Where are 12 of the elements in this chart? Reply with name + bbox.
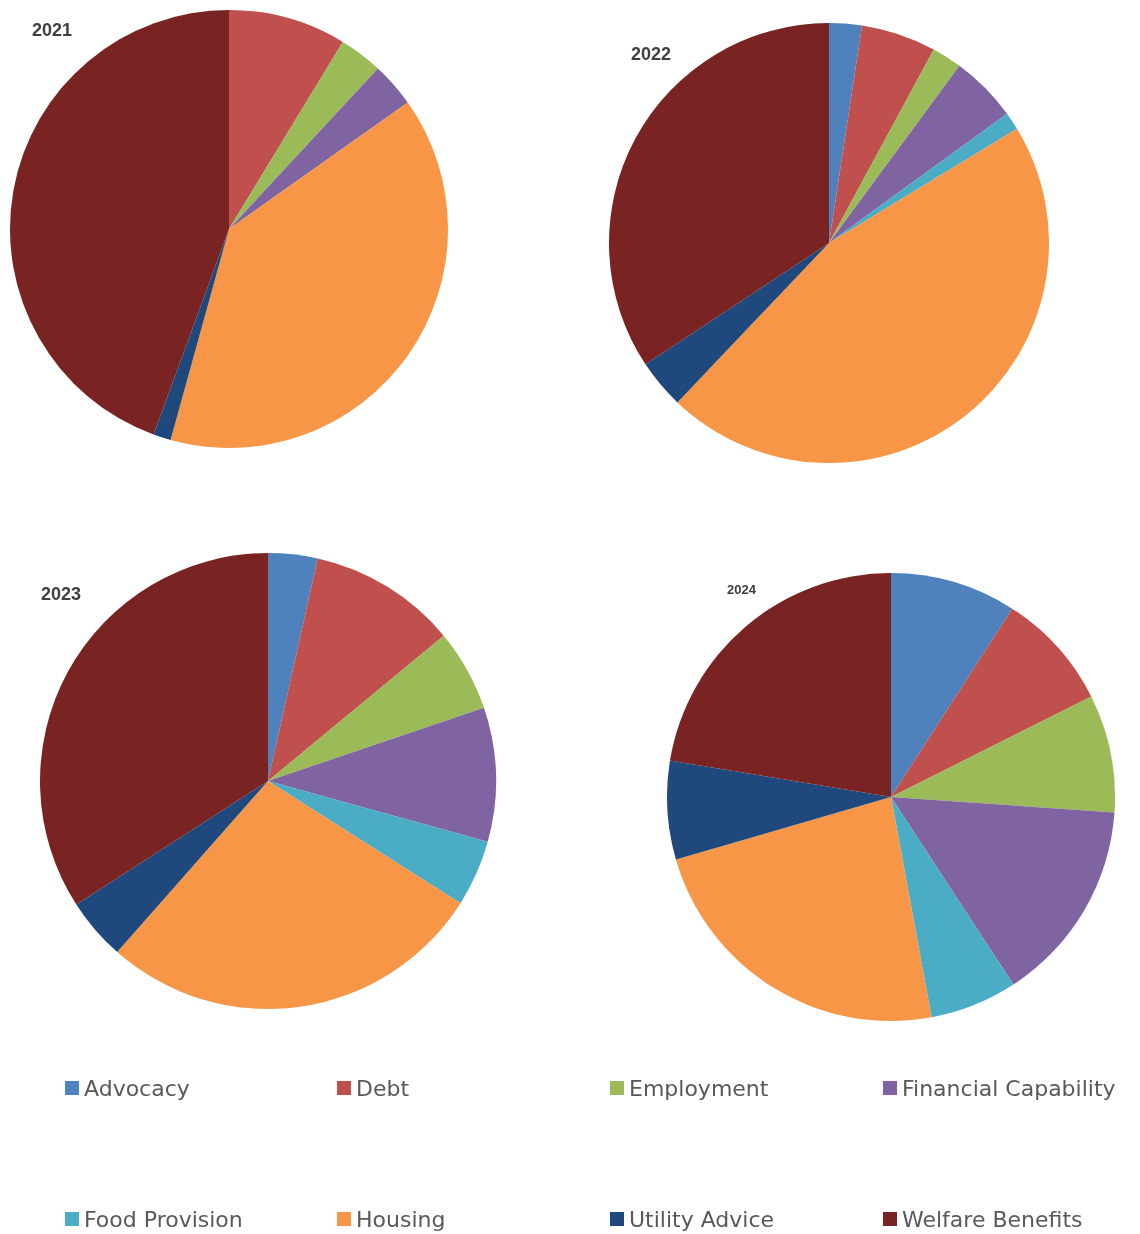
legend-label: Welfare Benefits [902,1206,1083,1232]
legend-label: Advocacy [84,1075,190,1101]
legend-label: Food Provision [84,1206,243,1232]
slice-label: 2024 [727,582,757,597]
legend-label: Utility Advice [629,1206,775,1232]
legend-label: Debt [356,1075,410,1101]
slice-label: 2022 [631,44,672,64]
legend-label: Financial Capability [902,1075,1116,1101]
legend-label: Employment [629,1075,769,1101]
slice-label: 2023 [41,584,82,604]
legend-label: Housing [356,1206,446,1232]
slice-label: 2021 [32,20,73,40]
